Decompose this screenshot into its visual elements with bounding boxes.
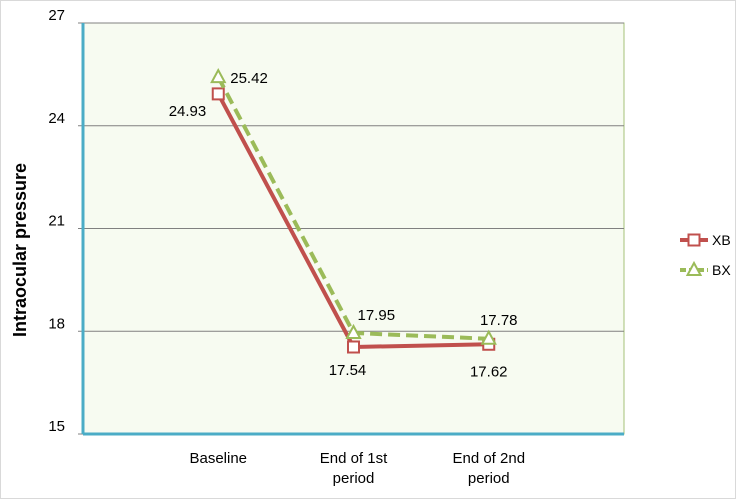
x-tick-label: End of 1st period — [320, 450, 388, 487]
axes — [81, 23, 624, 436]
legend-bx-label: BX — [712, 262, 731, 278]
series-xb-marker — [347, 340, 360, 354]
data-label: 25.42 — [230, 70, 268, 87]
legend: XB BX — [680, 232, 731, 278]
series-bx-marker — [210, 68, 227, 84]
series-layer — [210, 68, 497, 354]
legend-bx-marker — [685, 260, 703, 276]
x-tick-label: Baseline — [189, 450, 247, 467]
y-tick-label: 18 — [48, 315, 65, 332]
data-label: 17.54 — [329, 362, 367, 379]
series-bx-marker — [345, 323, 362, 339]
data-label: 17.78 — [480, 312, 518, 329]
x-tick-labels: Baseline End of 1st period End of 2nd period — [189, 450, 525, 487]
data-label: 17.62 — [470, 363, 508, 380]
series-bx-marker — [480, 329, 497, 345]
y-tick-label: 15 — [48, 418, 65, 435]
series-xb-marker — [211, 87, 225, 101]
y-tick-labels: 15 18 21 24 27 — [48, 7, 65, 435]
legend-xb-marker — [687, 233, 701, 247]
y-tick-label: 21 — [48, 213, 65, 230]
data-label: 24.93 — [169, 103, 207, 120]
y-tick-label: 27 — [48, 7, 65, 24]
data-label: 17.95 — [358, 307, 396, 324]
x-tick-label: End of 2nd period — [452, 450, 525, 487]
y-axis-title: Intraocular pressure — [10, 163, 30, 337]
data-labels: 24.93 17.54 17.62 25.42 17.95 17.78 — [169, 70, 518, 380]
legend-xb-label: XB — [712, 232, 731, 248]
y-tick-label: 24 — [48, 110, 65, 127]
